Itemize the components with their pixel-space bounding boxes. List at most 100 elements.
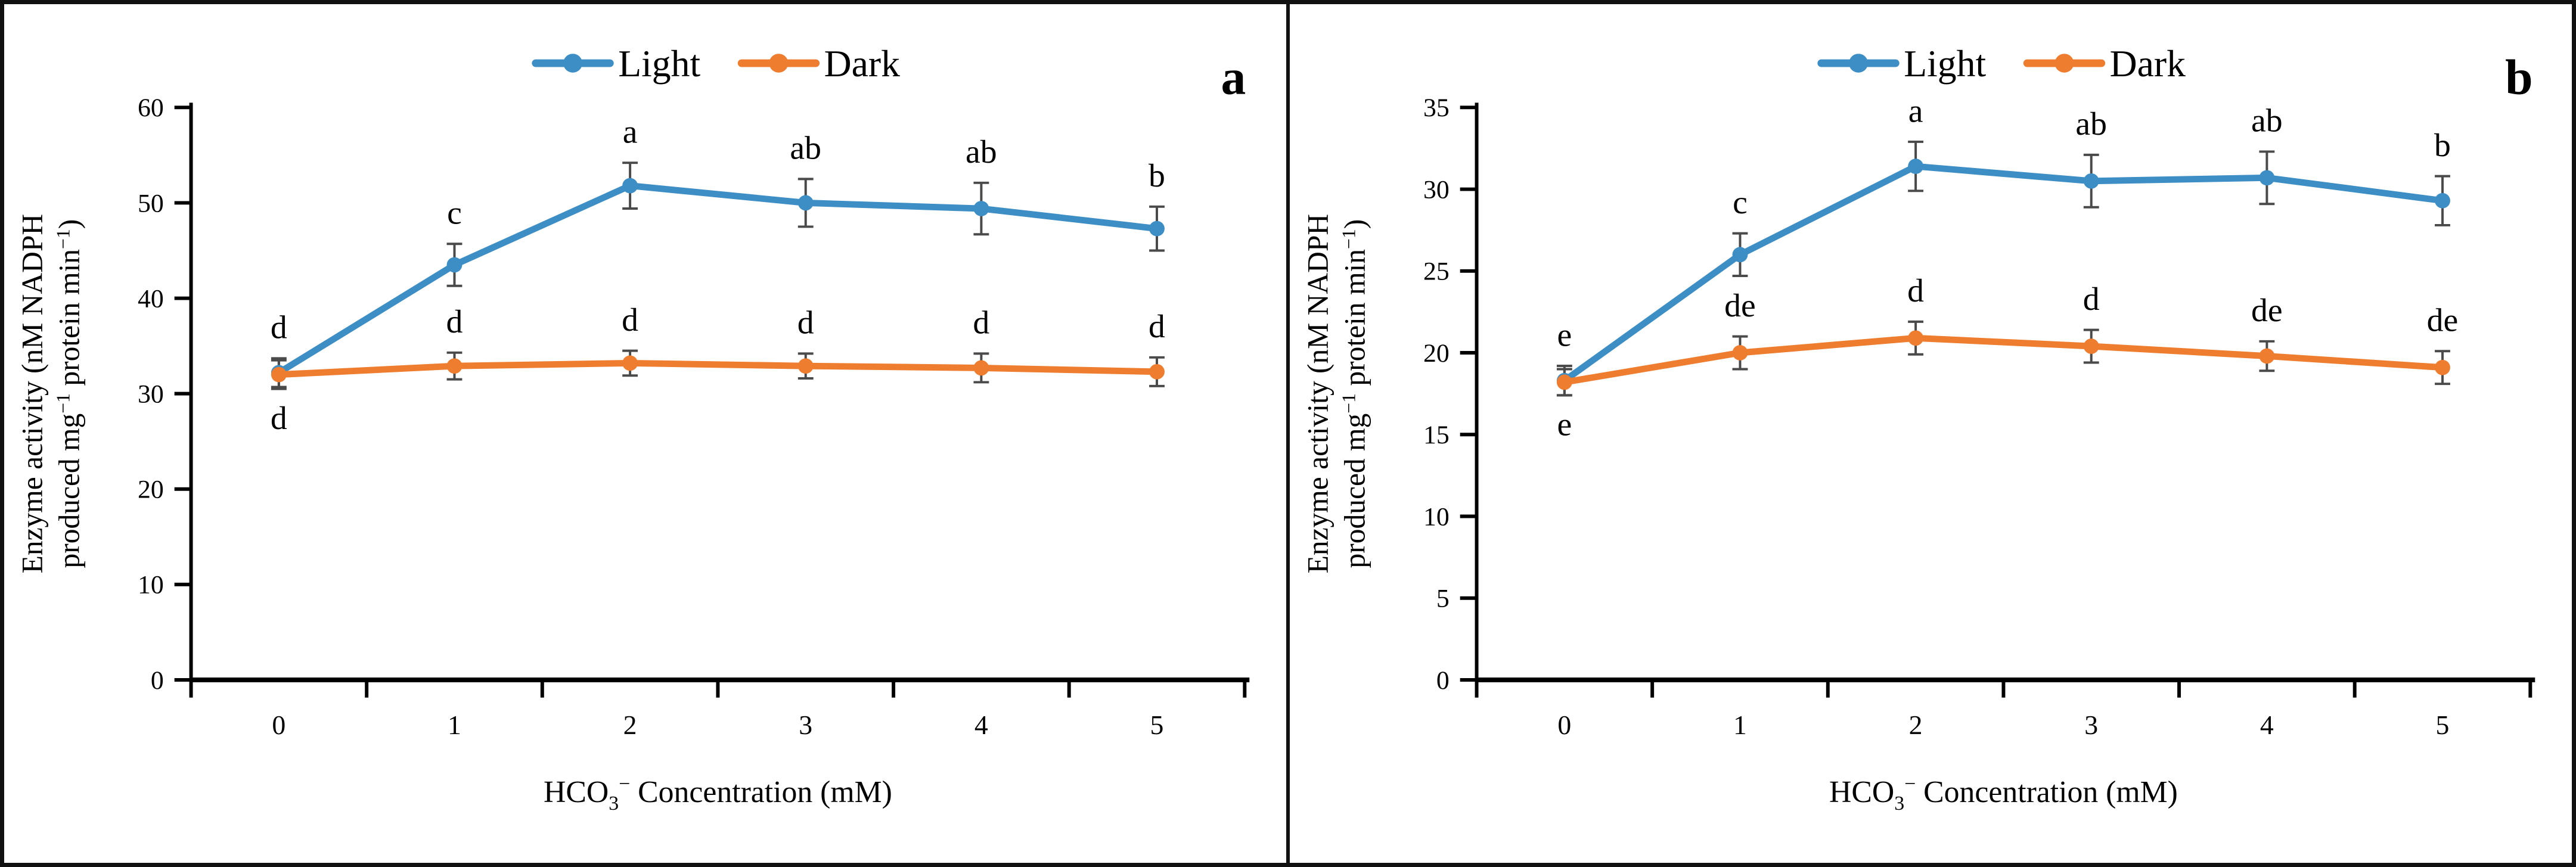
legend-label: Dark [824,42,901,85]
data-point-marker [446,257,463,273]
series-light [271,178,1165,381]
data-point-marker [1732,345,1748,361]
significance-letter: d [622,302,638,338]
panel-a: 0 10 20 30 40 50 60 0 1 2 3 4 5 HCO3− Concentration (… [4,4,1286,863]
axes [1460,102,2535,698]
data-point-marker [1556,374,1572,390]
legend-item-dark: Dark [2023,42,2186,85]
x-tick-label: 2 [1909,710,1923,740]
y-tick-label: 20 [1423,339,1450,368]
series-line [275,359,1160,378]
panel-letter: a [1221,51,1246,105]
significance-letter: a [1908,92,1923,129]
significance-letter: d [973,304,989,341]
x-tick-label: 2 [623,710,637,740]
y-axis-title-line1: Enzyme activity (nM NADPH [16,214,49,574]
y-tick-label: 0 [151,666,164,695]
data-point-marker [1149,220,1165,237]
legend-marker [1849,54,1868,73]
y-tick-label: 30 [1423,176,1450,204]
significance-letter: c [447,195,462,232]
x-tick-label: 1 [448,710,461,740]
legend-label: Dark [2110,42,2186,85]
significance-letter: d [1907,272,1924,309]
significance-letter: e [1557,316,1572,353]
significance-letter: d [446,303,463,340]
y-tick-labels: 0 10 20 30 40 50 60 [138,94,164,695]
y-tick-label: 50 [138,189,164,217]
x-tick-labels: 0 1 2 3 4 5 [272,710,1163,740]
panel-a-chart: 0 10 20 30 40 50 60 0 1 2 3 4 5 HCO3− Concentration (… [16,42,1250,815]
significance-letter: ab [2251,102,2283,139]
data-point-marker [1908,330,1924,346]
data-point-marker [797,358,814,374]
significance-letter: d [271,309,287,346]
x-tick-label: 1 [1733,710,1747,740]
axes [174,102,1250,698]
legend-marker [769,54,789,73]
data-point-marker [797,195,814,211]
y-tick-label: 15 [1423,421,1450,449]
panel-b-chart: 0 5 10 15 20 25 30 35 0 1 2 3 4 5 HCO3− Concentration … [1302,42,2535,815]
series-line [1561,163,2446,384]
data-point-marker [1732,247,1748,263]
significance-letter: a [623,114,638,151]
significance-letter: ab [966,133,997,170]
data-point-marker [446,358,463,374]
data-point-marker [2259,170,2275,186]
x-tick-label: 4 [2260,710,2274,740]
panel-b: 0 5 10 15 20 25 30 35 0 1 2 3 4 5 HCO3− Concentration … [1286,4,2572,863]
x-tick-label: 3 [2084,710,2098,740]
data-point-marker [271,366,287,383]
legend: Light Dark [532,42,901,85]
y-tick-label: 25 [1423,257,1450,286]
legend-label: Light [618,42,700,85]
significance-letter: d [797,304,814,341]
y-tick-label: 10 [1423,502,1450,531]
significance-letter: de [2427,302,2459,339]
legend-marker [2054,54,2074,73]
x-tick-label: 4 [974,710,988,740]
x-axis-title: HCO3− Concentration (mM) [544,773,892,815]
y-tick-label: 20 [138,476,164,504]
series-line [275,182,1160,376]
significance-letter: e [1557,406,1572,443]
y-tick-label: 40 [138,284,164,313]
significance-letter: c [1733,184,1748,221]
significance-letter: b [1149,157,1165,194]
data-point-marker [1149,363,1165,380]
data-point-marker [622,178,638,194]
data-point-marker [1908,159,1924,175]
x-tick-label: 5 [2436,710,2450,740]
x-axis-title: HCO3− Concentration (mM) [1829,773,2178,815]
data-point-marker [973,201,989,216]
series-dark [271,355,1165,383]
significance-letter: de [1724,287,1756,324]
y-axis-title-line2: produced mg−1 protein min−1) [1338,219,1371,568]
x-tick-labels: 0 1 2 3 4 5 [1557,710,2449,740]
data-point-marker [622,355,638,371]
legend-item-light: Light [1817,42,1987,85]
legend-marker [563,54,582,73]
x-tick-label: 0 [272,710,285,740]
x-tick-label: 3 [799,710,812,740]
significance-letters: e c a ab ab b e de d d de de [1557,92,2458,443]
data-point-marker [2435,192,2450,209]
series-line [1561,334,2446,386]
y-axis-title-line2: produced mg−1 protein min−1) [52,219,85,568]
significance-letters: d c a ab ab b d d d d d d [271,114,1165,437]
data-point-marker [2083,338,2099,354]
significance-letter: d [1149,308,1165,345]
data-point-marker [973,360,989,376]
y-tick-label: 30 [138,380,164,409]
error-bars [271,161,1165,390]
y-axis-title-line1: Enzyme activity (nM NADPH [1302,214,1334,574]
significance-letter: b [2434,127,2451,164]
data-point-marker [2083,173,2099,189]
legend-item-light: Light [532,42,701,85]
series-light [1556,159,2450,389]
significance-letter: ab [790,130,821,167]
legend: Light Dark [1817,42,2186,85]
legend-label: Light [1904,42,1986,85]
